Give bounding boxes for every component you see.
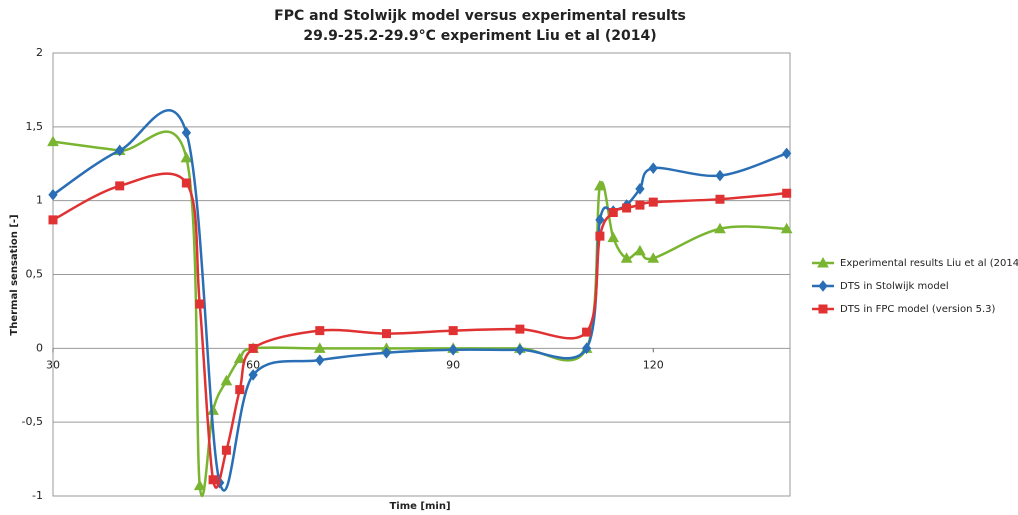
- legend-marker: [817, 256, 829, 268]
- data-point: [595, 214, 605, 226]
- legend-label: DTS in FPC model (version 5.3): [840, 304, 995, 315]
- y-tick-label: -1: [32, 489, 43, 502]
- x-tick-label: 60: [246, 358, 260, 371]
- data-point: [515, 344, 525, 356]
- data-point: [248, 343, 258, 353]
- data-point: [221, 445, 231, 455]
- data-point: [233, 352, 246, 364]
- data-point: [715, 194, 725, 204]
- data-point: [313, 342, 326, 353]
- y-tick-label: 0: [36, 341, 43, 354]
- data-point: [235, 385, 245, 395]
- legend-marker: [818, 304, 828, 314]
- data-point: [47, 135, 59, 147]
- y-tick-label: -0,5: [22, 415, 43, 428]
- data-point: [381, 346, 392, 359]
- data-point: [48, 188, 58, 201]
- data-point: [48, 215, 58, 225]
- data-point: [647, 252, 660, 263]
- data-point: [581, 342, 592, 355]
- data-point: [220, 374, 233, 386]
- legend-marker: [818, 280, 828, 292]
- x-tick-label: 90: [446, 358, 460, 371]
- data-point: [181, 126, 192, 139]
- data-point: [780, 222, 793, 234]
- x-axis-title: Time [min]: [389, 501, 450, 512]
- data-point: [180, 151, 193, 163]
- series-line: [52, 172, 787, 489]
- y-tick-label: 2: [36, 46, 43, 59]
- data-point: [381, 329, 391, 339]
- data-point: [635, 200, 645, 210]
- data-point: [248, 369, 258, 381]
- data-point: [115, 181, 125, 191]
- data-point: [620, 252, 633, 263]
- x-tick-label: 120: [643, 358, 664, 371]
- data-point: [115, 144, 125, 157]
- data-point: [634, 244, 646, 256]
- data-point: [582, 327, 592, 337]
- legend-label: DTS in Stolwijk model: [840, 281, 949, 292]
- data-point: [448, 326, 458, 336]
- y-tick-label: 1,5: [26, 120, 44, 133]
- data-point: [594, 179, 606, 191]
- data-point: [315, 326, 325, 336]
- data-point: [782, 188, 792, 198]
- chart-subtitle: 29.9-25.2-29.9°C experiment Liu et al (2…: [303, 28, 656, 44]
- data-point: [207, 404, 219, 415]
- legend-label: Experimental results Liu et al (2014): [840, 258, 1018, 269]
- data-point: [608, 207, 618, 217]
- y-tick-label: 0,5: [26, 268, 44, 281]
- data-point: [648, 162, 658, 174]
- chart-title: FPC and Stolwijk model versus experiment…: [274, 8, 686, 24]
- data-point: [714, 222, 726, 234]
- data-point: [515, 324, 525, 334]
- data-point: [315, 354, 325, 366]
- series-line: [52, 130, 787, 498]
- data-point: [622, 203, 632, 213]
- data-point: [607, 231, 620, 243]
- data-point: [448, 344, 458, 356]
- y-axis-title: Thermal sensation [-]: [9, 214, 20, 335]
- series-line: [52, 108, 788, 492]
- data-point: [208, 475, 218, 485]
- data-point: [181, 178, 191, 188]
- data-point: [595, 231, 605, 241]
- data-point: [648, 197, 658, 207]
- data-point: [782, 147, 792, 160]
- y-tick-label: 1: [36, 194, 43, 207]
- data-point: [195, 299, 205, 309]
- data-point: [193, 479, 206, 491]
- data-point: [715, 169, 725, 182]
- data-point: [635, 183, 645, 195]
- x-tick-label: 30: [46, 358, 60, 371]
